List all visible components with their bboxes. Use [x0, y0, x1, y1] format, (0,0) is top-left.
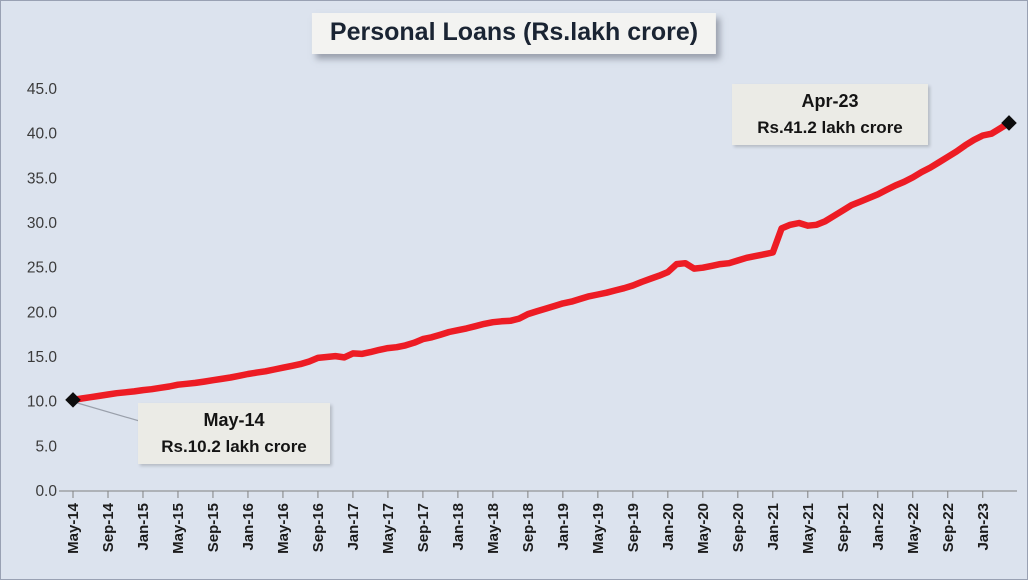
x-axis-label: May-22 — [905, 503, 922, 554]
x-axis-label: May-18 — [485, 503, 502, 554]
x-axis-label: May-17 — [380, 503, 397, 554]
y-axis-label: 5.0 — [35, 438, 57, 455]
x-axis-label: Sep-19 — [625, 503, 642, 552]
x-axis-label: May-19 — [590, 503, 607, 554]
annotation-may14: May-14 Rs.10.2 lakh crore — [138, 403, 330, 464]
data-marker-start — [65, 392, 81, 408]
x-axis-label: Jan-23 — [975, 503, 992, 551]
x-axis-label: Sep-16 — [310, 503, 327, 552]
x-axis-label: Jan-22 — [870, 503, 887, 551]
x-axis-label: Jan-15 — [135, 503, 152, 551]
y-axis-label: 45.0 — [27, 81, 58, 98]
series-line — [69, 119, 1013, 404]
y-axis-label: 40.0 — [27, 126, 58, 143]
x-axis-label: Jan-21 — [765, 503, 782, 551]
chart-title-box: Personal Loans (Rs.lakh crore) — [311, 13, 717, 54]
x-axis-label: May-21 — [800, 503, 817, 554]
annotation-may14-value: Rs.10.2 lakh crore — [161, 437, 307, 456]
y-axis-label: 15.0 — [27, 349, 58, 366]
x-axis-label: Sep-17 — [415, 503, 432, 552]
x-axis-label: Jan-18 — [450, 503, 467, 551]
x-axis-label: Sep-21 — [835, 503, 852, 552]
x-axis-label: May-15 — [170, 503, 187, 554]
x-axis-label: Sep-15 — [205, 503, 222, 552]
x-axis-label: Jan-16 — [240, 503, 257, 551]
annotation-apr23-date: Apr-23 — [801, 91, 859, 111]
annotation-may14-date: May-14 — [203, 410, 265, 430]
y-axis-label: 30.0 — [27, 215, 58, 232]
y-axis-label: 20.0 — [27, 304, 58, 321]
annotation-apr23: Apr-23 Rs.41.2 lakh crore — [732, 84, 928, 145]
x-axis-label: May-14 — [65, 502, 82, 554]
y-axis-label: 25.0 — [27, 260, 58, 277]
x-axis-label: May-16 — [275, 503, 292, 554]
x-axis-label: Sep-22 — [940, 503, 957, 552]
chart-title: Personal Loans (Rs.lakh crore) — [329, 18, 699, 46]
x-axis-label: Sep-14 — [100, 502, 117, 552]
x-axis-label: Jan-17 — [345, 503, 362, 551]
x-axis-label: Sep-18 — [520, 503, 537, 552]
y-axis-label: 0.0 — [35, 483, 57, 500]
x-axis-label: Jan-19 — [555, 503, 572, 551]
x-axis-label: May-20 — [695, 503, 712, 554]
x-axis-label: Jan-20 — [660, 503, 677, 551]
y-axis-label: 10.0 — [27, 394, 58, 411]
annotation-apr23-value: Rs.41.2 lakh crore — [757, 118, 903, 137]
x-axis-label: Sep-20 — [730, 503, 747, 552]
y-axis-label: 35.0 — [27, 170, 58, 187]
